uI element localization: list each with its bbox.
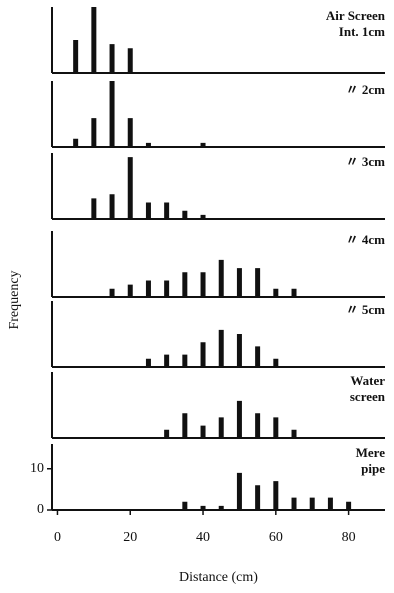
panel-label: Mere: [356, 445, 386, 460]
bar: [127, 157, 133, 219]
bar: [291, 429, 297, 438]
bar: [218, 505, 224, 510]
bar: [291, 497, 297, 510]
bar: [236, 334, 242, 367]
bar: [346, 501, 352, 510]
bar: [255, 346, 261, 367]
bar: [273, 417, 279, 438]
y-axis-label: Frequency: [7, 270, 22, 329]
bar: [164, 429, 170, 438]
bar: [200, 505, 206, 510]
bar: [182, 501, 188, 510]
bar: [145, 280, 151, 297]
panel-label: screen: [350, 389, 386, 404]
bar: [145, 202, 151, 219]
bar: [273, 481, 279, 510]
bar: [164, 202, 170, 219]
bar: [236, 268, 242, 297]
bar: [218, 417, 224, 438]
bar: [91, 118, 97, 147]
bar: [109, 194, 115, 219]
bar: [273, 358, 279, 367]
bar: [182, 354, 188, 367]
y-tick-label: 10: [30, 461, 44, 476]
x-axis-label: Distance (cm): [179, 570, 258, 585]
bar: [73, 138, 79, 147]
panel-label: 〃 2cm: [346, 82, 386, 97]
bar: [200, 272, 206, 297]
panel-label: 〃 3cm: [346, 154, 386, 169]
bar: [145, 358, 151, 367]
x-tick-label: 20: [123, 530, 137, 545]
x-tick-label: 80: [342, 530, 356, 545]
bar: [255, 268, 261, 297]
bar: [91, 7, 97, 73]
bar: [109, 81, 115, 147]
y-tick-label: 0: [37, 502, 44, 517]
bar: [200, 142, 206, 147]
bar: [255, 413, 261, 438]
bar: [236, 400, 242, 438]
bar: [164, 354, 170, 367]
bar: [91, 198, 97, 219]
bar: [273, 288, 279, 297]
bar: [182, 210, 188, 219]
bar: [218, 259, 224, 297]
panel-label: Water: [350, 373, 385, 388]
bar: [127, 118, 133, 147]
x-tick-label: 60: [269, 530, 283, 545]
bar: [236, 472, 242, 510]
bar: [164, 280, 170, 297]
x-tick-label: 40: [196, 530, 210, 545]
panel-label: 〃 4cm: [346, 232, 386, 247]
bar: [291, 288, 297, 297]
bar: [109, 288, 115, 297]
bar: [145, 142, 151, 147]
bar: [127, 284, 133, 297]
bar: [200, 425, 206, 438]
bar: [127, 48, 133, 73]
bar: [255, 485, 261, 510]
bar: [218, 329, 224, 367]
bar: [309, 497, 315, 510]
bar: [327, 497, 333, 510]
panel-label: 〃 5cm: [346, 302, 386, 317]
x-tick-label: 0: [54, 530, 61, 545]
bar: [109, 44, 115, 73]
panel-label: Int. 1cm: [339, 24, 385, 39]
bar: [200, 342, 206, 367]
panel-label: Air Screen: [326, 8, 386, 23]
bar: [200, 214, 206, 219]
bar: [73, 40, 79, 73]
bar: [182, 272, 188, 297]
bar: [182, 413, 188, 438]
panel-label: pipe: [361, 461, 385, 476]
